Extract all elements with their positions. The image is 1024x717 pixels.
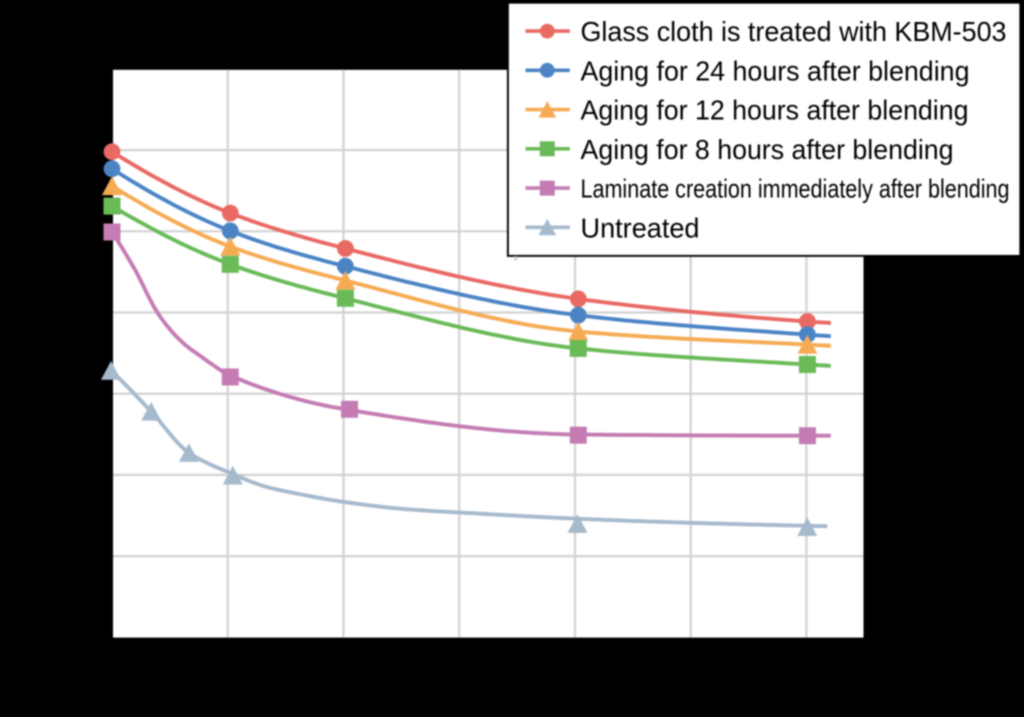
svg-text:Aging for 12 hours after blend: Aging for 12 hours after blending (581, 95, 969, 126)
svg-text:Untreated: Untreated (581, 212, 700, 243)
svg-text:Aging for 24 hours after blend: Aging for 24 hours after blending (581, 55, 970, 86)
svg-text:Glass cloth is treated with KB: Glass cloth is treated with KBM-503 (581, 16, 1007, 47)
svg-text:Laminate creation immediately: Laminate creation immediately after blen… (581, 173, 1010, 203)
svg-text:Aging for 8 hours after blendi: Aging for 8 hours after blending (581, 134, 954, 165)
